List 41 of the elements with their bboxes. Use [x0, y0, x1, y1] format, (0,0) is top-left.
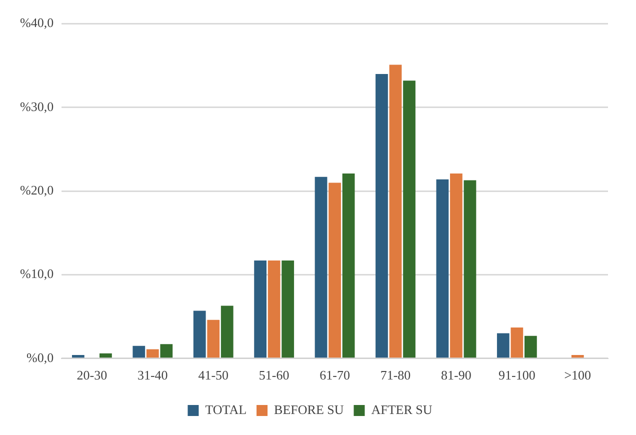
y-tick-label: %20,0 — [20, 182, 54, 198]
bar — [510, 327, 524, 358]
x-tick-label: 41-50 — [198, 368, 229, 383]
bar — [207, 320, 220, 358]
x-tick-label: 61-70 — [320, 368, 350, 383]
legend-label: AFTER SU — [371, 402, 433, 417]
y-tick-label: %10,0 — [20, 266, 54, 282]
x-tick-label: 51-60 — [258, 368, 290, 383]
bar — [268, 260, 280, 358]
x-tick-label: 20-30 — [76, 368, 108, 383]
bar — [282, 260, 294, 358]
bar — [314, 176, 328, 358]
bar — [160, 344, 173, 358]
x-tick-label: 31-40 — [137, 368, 168, 383]
bar — [342, 174, 355, 358]
x-tick-label: >100 — [564, 368, 592, 383]
bar — [72, 355, 84, 358]
bar — [254, 260, 267, 358]
bar — [389, 64, 402, 358]
bar — [100, 353, 112, 358]
bar — [220, 306, 234, 358]
bar — [403, 80, 416, 358]
bar — [450, 174, 462, 358]
bar — [571, 355, 584, 358]
bar — [146, 349, 159, 358]
bar — [524, 336, 537, 358]
y-tick-label: %0,0 — [26, 350, 54, 365]
bar — [328, 182, 341, 358]
legend-label: BEFORE SU — [274, 402, 344, 417]
bar — [132, 346, 146, 358]
x-tick-label: 81-90 — [441, 368, 472, 383]
y-tick-label: %30,0 — [20, 98, 54, 114]
bar — [376, 74, 388, 358]
bar — [464, 180, 476, 358]
bar — [436, 179, 449, 358]
y-tick-label: %40,0 — [20, 15, 54, 30]
x-tick-label: 71-80 — [380, 368, 411, 383]
x-tick-label: 91-100 — [498, 368, 536, 383]
bar — [496, 333, 510, 358]
bar — [193, 310, 206, 358]
legend-label: TOTAL — [205, 402, 247, 417]
